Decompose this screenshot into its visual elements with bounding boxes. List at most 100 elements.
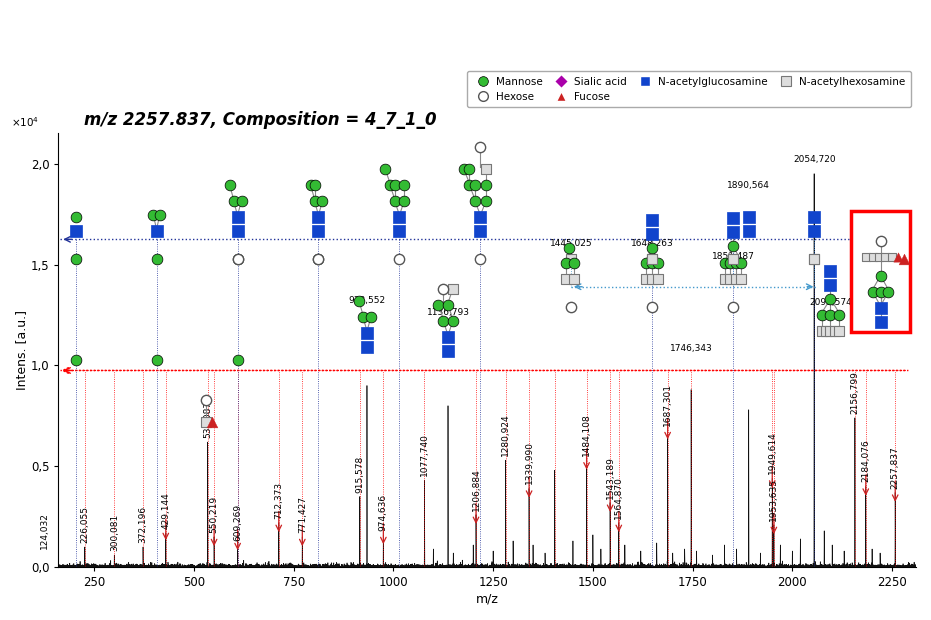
Point [383,180,398,190]
Text: 1206,884: 1206,884 [471,468,480,511]
Point [725,241,740,251]
Point [718,273,733,283]
Point [734,257,749,267]
Point [436,316,451,326]
Point [897,255,911,265]
Text: 1851,487: 1851,487 [711,252,754,260]
Point [462,180,477,190]
Text: 2257,837: 2257,837 [891,446,899,489]
Point [823,280,838,290]
Point [858,252,873,262]
Text: 1648,263: 1648,263 [630,239,673,249]
Text: 1953,635: 1953,635 [769,478,778,521]
Text: 712,373: 712,373 [275,482,283,519]
Point [149,255,164,265]
Point [397,196,412,206]
Point [149,355,164,365]
Point [198,395,213,405]
Text: 933,552: 933,552 [348,296,385,305]
Point [226,196,241,206]
Point [644,255,659,265]
Point [223,180,237,190]
Point [815,310,830,320]
Point [473,255,488,265]
Point [146,210,161,220]
Legend: Mannose, Hexose, Sialic acid, Fucose, N-acetylglucosamine, N-acetylhexosamine: Mannose, Hexose, Sialic acid, Fucose, N-… [467,71,911,107]
Point [818,326,833,336]
Point [149,226,164,236]
Point [644,229,659,239]
Point [644,257,659,267]
Text: 1746,343: 1746,343 [669,344,712,353]
Point [563,302,578,312]
Point [479,196,493,206]
Text: 2095,574: 2095,574 [809,298,852,307]
Point [230,226,245,236]
Point [828,326,843,336]
Point [359,342,374,352]
Point [823,326,838,336]
Point [644,215,659,225]
Point [315,196,330,206]
Point [639,273,654,283]
Point [467,196,482,206]
Point [567,273,582,283]
Point [871,252,886,262]
Point [307,180,322,190]
Point [722,257,737,267]
Point [387,180,402,190]
Point [725,302,740,312]
Point [725,213,740,223]
Point [462,164,477,174]
Point [68,255,83,265]
Text: 1564,870: 1564,870 [614,476,623,519]
Point [436,284,451,294]
Point [378,164,393,174]
Text: 550,219: 550,219 [209,496,219,533]
Point [639,257,654,267]
Point [807,255,822,265]
Point [725,255,740,265]
Point [311,255,326,265]
Text: 974,636: 974,636 [379,494,388,531]
Point [230,355,245,365]
Point [567,257,582,267]
Point [741,212,756,222]
Text: 372,196: 372,196 [139,506,147,543]
Text: 2054,720: 2054,720 [793,154,835,164]
Text: 1445,025: 1445,025 [549,239,592,249]
Point [562,244,577,254]
Text: $\times 10^4$: $\times 10^4$ [11,115,39,129]
Text: 2184,076: 2184,076 [861,440,870,482]
Point [873,271,888,281]
Point [815,326,830,336]
Text: 771,427: 771,427 [298,496,307,533]
Point [479,180,493,190]
Text: 534,087: 534,087 [203,401,212,438]
Point [234,196,249,206]
Text: 609,269: 609,269 [233,504,242,541]
Point [734,273,749,283]
Point [728,273,743,283]
Text: m/z 2257.837, Composition = 4_7_1_0: m/z 2257.837, Composition = 4_7_1_0 [84,111,437,129]
Point [831,310,846,320]
Point [440,347,455,356]
Text: 1890,564: 1890,564 [727,181,770,190]
Text: 429,144: 429,144 [161,492,170,529]
Text: 1687,301: 1687,301 [663,383,672,426]
Text: 1077,740: 1077,740 [420,433,429,476]
Point [651,273,666,283]
Point [890,252,905,262]
Point [563,255,578,265]
Text: 915,578: 915,578 [356,455,364,492]
Point [807,255,822,265]
Text: 1136,793: 1136,793 [426,308,469,317]
Point [728,257,743,267]
Point [230,255,245,265]
Point [205,417,220,427]
Point [559,257,573,267]
Point [865,252,880,262]
Point [873,303,888,313]
Point [440,332,455,342]
X-axis label: m/z: m/z [476,592,499,605]
